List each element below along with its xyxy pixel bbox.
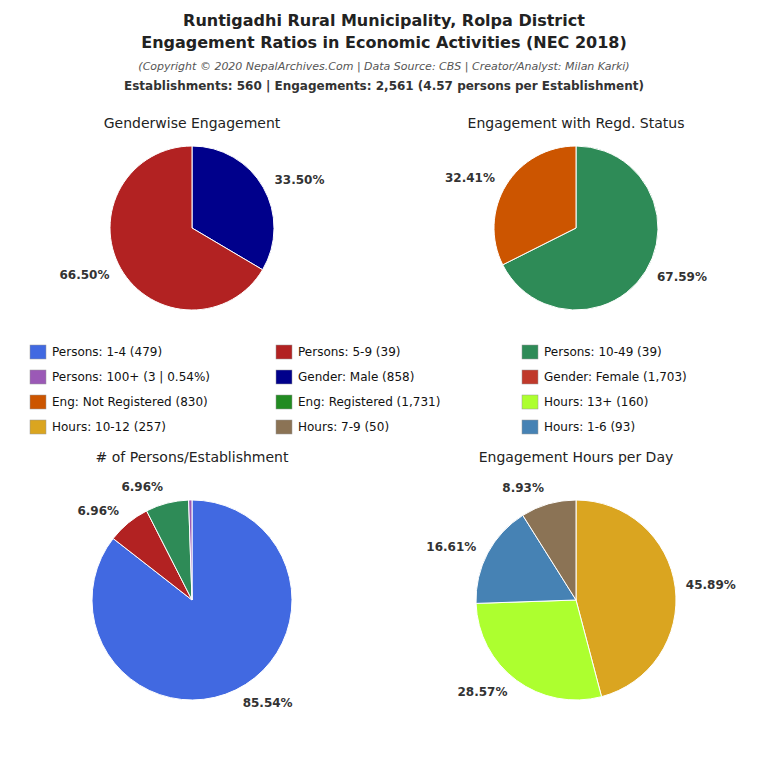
- figure: Runtigadhi Rural Municipality, Rolpa Dis…: [0, 0, 768, 768]
- legend-label: Gender: Male (858): [298, 370, 414, 384]
- pie-chart: Engagement Hours per Day 45.89% 28.57% 16.6…: [426, 449, 735, 700]
- legend-swatch: [522, 345, 538, 359]
- title: Engagement Ratios in Economic Activities…: [141, 33, 627, 52]
- legend-swatch: [276, 420, 292, 434]
- data-label: 6.96%: [121, 480, 163, 494]
- pie-slice: [189, 500, 192, 600]
- chart-title: # of Persons/Establishment: [96, 449, 289, 465]
- pie-chart: # of Persons/Establishment 85.54% 6.96%6.9…: [77, 449, 292, 710]
- legend: Persons: 1-4 (479) Persons: 5-9 (39) Perso…: [30, 345, 687, 435]
- pie-chart: Engagement with Regd. Status 67.59% 32.41%: [445, 115, 707, 310]
- legend-swatch: [30, 420, 46, 434]
- pie-slice: [523, 500, 576, 600]
- data-labels: 85.54% 6.96%6.96%: [77, 480, 292, 710]
- legend-swatch: [276, 395, 292, 409]
- pie-slice: [92, 500, 292, 700]
- data-label: 33.50%: [274, 173, 324, 187]
- legend-label: Persons: 10-49 (39): [544, 345, 662, 359]
- pie-slice: [494, 146, 576, 265]
- legend-label: Hours: 13+ (160): [544, 395, 648, 409]
- chart-title: Engagement with Regd. Status: [468, 115, 685, 131]
- pie-slice: [110, 146, 263, 310]
- legend-label: Eng: Registered (1,731): [298, 395, 440, 409]
- legend-label: Persons: 1-4 (479): [52, 345, 162, 359]
- data-label: 6.96%: [77, 504, 119, 518]
- data-label: 66.50%: [60, 268, 110, 282]
- data-label: 85.54%: [243, 696, 293, 710]
- legend-swatch: [30, 370, 46, 384]
- legend-swatch: [522, 370, 538, 384]
- data-label: 16.61%: [426, 540, 476, 554]
- title: Runtigadhi Rural Municipality, Rolpa Dis…: [183, 11, 585, 30]
- pie-chart: Genderwise Engagement 33.50% 66.50%: [60, 115, 325, 310]
- legend-swatch: [276, 345, 292, 359]
- legend-swatch: [522, 395, 538, 409]
- legend-swatch: [30, 395, 46, 409]
- subtitle: Establishments: 560 | Engagements: 2,561…: [124, 79, 644, 93]
- legend-swatch: [276, 370, 292, 384]
- data-label: 45.89%: [686, 578, 736, 592]
- chart-title: Genderwise Engagement: [104, 115, 281, 131]
- legend-swatch: [30, 345, 46, 359]
- legend-label: Hours: 1-6 (93): [544, 420, 635, 434]
- legend-label: Hours: 7-9 (50): [298, 420, 389, 434]
- data-label: 67.59%: [657, 270, 707, 284]
- legend-label: Gender: Female (1,703): [544, 370, 687, 384]
- data-label: 28.57%: [458, 685, 508, 699]
- data-label: 32.41%: [445, 171, 495, 185]
- pie-slice: [147, 500, 192, 600]
- pie-slice: [476, 600, 601, 700]
- data-label: 8.93%: [502, 481, 544, 495]
- legend-swatch: [522, 420, 538, 434]
- legend-label: Hours: 10-12 (257): [52, 420, 166, 434]
- legend-label: Persons: 5-9 (39): [298, 345, 400, 359]
- legend-label: Persons: 100+ (3 | 0.54%): [52, 370, 210, 384]
- chart-title: Engagement Hours per Day: [479, 449, 674, 465]
- legend-label: Eng: Not Registered (830): [52, 395, 208, 409]
- subtitle: (Copyright © 2020 NepalArchives.Com | Da…: [138, 60, 629, 73]
